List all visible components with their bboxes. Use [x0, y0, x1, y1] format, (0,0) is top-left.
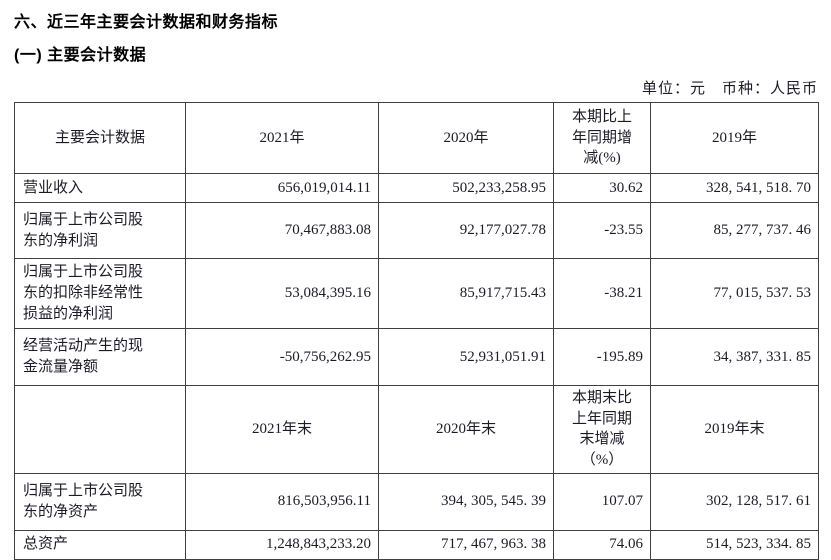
- row-label-cell: 归属于上市公司股东的净资产: [14, 472, 186, 531]
- row-label-cell: 总资产: [14, 529, 186, 560]
- value-cell: 717, 467, 963. 38: [378, 529, 554, 560]
- value-cell: 77, 015, 537. 53: [650, 258, 819, 329]
- row-label-cell: 归属于上市公司股东的净利润: [14, 202, 186, 259]
- table-row: 归属于上市公司股东的扣除非经常性损益的净利润 53,084,395.16 85,91…: [14, 258, 819, 329]
- value-cell: -195.89: [553, 328, 651, 386]
- column-header-cell: 2020年末: [378, 385, 554, 474]
- section-title: 六、近三年主要会计数据和财务指标: [14, 14, 279, 31]
- value-cell: -38.21: [553, 258, 651, 329]
- value-cell: 53,084,395.16: [185, 258, 379, 329]
- value-cell: 394, 305, 545. 39: [378, 472, 554, 531]
- value-cell: 502,233,258.95: [378, 173, 554, 203]
- subsection-title: (一) 主要会计数据: [14, 47, 147, 64]
- value-cell: 85, 277, 737. 46: [650, 202, 819, 259]
- column-header-cell: 主要会计数据: [14, 102, 186, 174]
- column-header-cell: 本期比上年同期增减(%): [553, 102, 651, 174]
- column-header-cell: 2021年: [185, 102, 379, 174]
- unit-currency-note: 单位：元 币种：人民币: [641, 81, 818, 97]
- value-cell: 1,248,843,233.20: [185, 529, 379, 560]
- value-cell: 52,931,051.91: [378, 328, 554, 386]
- table-row: 总资产 1,248,843,233.20 717, 467, 963. 38 74.0…: [14, 529, 819, 560]
- row-label-cell: 经营活动产生的现金流量净额: [14, 328, 186, 386]
- value-cell: 656,019,014.11: [185, 173, 379, 203]
- row-label-cell: 归属于上市公司股东的扣除非经常性损益的净利润: [14, 258, 186, 329]
- value-cell: 816,503,956.11: [185, 472, 379, 531]
- table-row: 经营活动产生的现金流量净额 -50,756,262.95 52,931,051.91…: [14, 328, 819, 386]
- accounting-data-table: 主要会计数据 2021年 2020年 本期比上年同期增减(%) 2019年 营业收入 656…: [14, 102, 819, 560]
- column-header-cell: 本期末比上年同期末增减（%）: [553, 385, 651, 474]
- value-cell: -50,756,262.95: [185, 328, 379, 386]
- table-row: 归属于上市公司股东的净资产 816,503,956.11 394, 305, 545…: [14, 472, 819, 531]
- value-cell: 74.06: [553, 529, 651, 560]
- column-header-cell: 2021年末: [185, 385, 379, 474]
- column-header-cell: [14, 385, 186, 474]
- value-cell: 85,917,715.43: [378, 258, 554, 329]
- value-cell: 328, 541, 518. 70: [650, 173, 819, 203]
- value-cell: 107.07: [553, 472, 651, 531]
- value-cell: 302, 128, 517. 61: [650, 472, 819, 531]
- column-header-cell: 2019年: [650, 102, 819, 174]
- column-header-cell: 2020年: [378, 102, 554, 174]
- table-body: 主要会计数据 2021年 2020年 本期比上年同期增减(%) 2019年 营业收入 656…: [14, 102, 819, 560]
- table-row: 归属于上市公司股东的净利润 70,467,883.08 92,177,027.78-…: [14, 202, 819, 259]
- table-row: 营业收入 656,019,014.11 502,233,258.95 30.62 328…: [14, 173, 819, 203]
- value-cell: -23.55: [553, 202, 651, 259]
- table-header-row: 主要会计数据 2021年 2020年 本期比上年同期增减(%) 2019年: [14, 102, 819, 174]
- column-header-cell: 2019年末: [650, 385, 819, 474]
- table-header-row: 2021年末 2020年末 本期末比上年同期末增减（%） 2019年末: [14, 385, 819, 474]
- value-cell: 70,467,883.08: [185, 202, 379, 259]
- value-cell: 30.62: [553, 173, 651, 203]
- value-cell: 92,177,027.78: [378, 202, 554, 259]
- value-cell: 514, 523, 334. 85: [650, 529, 819, 560]
- value-cell: 34, 387, 331. 85: [650, 328, 819, 386]
- row-label-cell: 营业收入: [14, 173, 186, 203]
